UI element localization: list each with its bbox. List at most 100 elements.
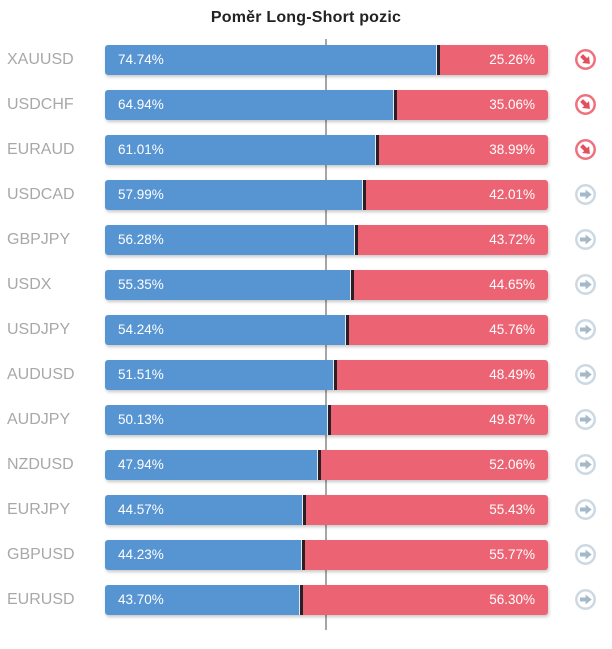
trend-arrow-icon[interactable] xyxy=(574,318,597,341)
long-short-bar[interactable]: 64.94% 35.06% xyxy=(105,89,548,120)
long-percent-label: 55.35% xyxy=(118,277,164,292)
long-percent-label: 61.01% xyxy=(118,142,164,157)
symbol-label: USDX xyxy=(7,275,52,293)
short-percent-label: 25.26% xyxy=(489,52,535,67)
table-row: AUDJPY 50.13% 49.87% xyxy=(0,397,612,442)
trend-arrow-icon[interactable] xyxy=(574,408,597,431)
segment-divider xyxy=(345,314,350,345)
table-row: AUDUSD 51.51% 48.49% xyxy=(0,352,612,397)
short-percent-label: 55.43% xyxy=(489,502,535,517)
trend-arrow-icon[interactable] xyxy=(574,48,597,71)
long-percent-label: 47.94% xyxy=(118,457,164,472)
trend-arrow-icon[interactable] xyxy=(574,363,597,386)
table-row: USDCHF 64.94% 35.06% xyxy=(0,82,612,127)
short-percent-label: 52.06% xyxy=(489,457,535,472)
trend-arrow-icon[interactable] xyxy=(574,183,597,206)
long-short-bar[interactable]: 43.70% 56.30% xyxy=(105,584,548,615)
long-segment[interactable]: 44.23% xyxy=(105,539,301,570)
long-short-bar[interactable]: 51.51% 48.49% xyxy=(105,359,548,390)
short-segment[interactable]: 56.30% xyxy=(302,584,548,615)
symbol-label: USDJPY xyxy=(7,320,71,338)
table-row: NZDUSD 47.94% 52.06% xyxy=(0,442,612,487)
long-short-ratio-widget: Poměr Long-Short pozic XAUUSD 74.74% 25.… xyxy=(0,9,612,649)
long-percent-label: 64.94% xyxy=(118,97,164,112)
long-segment[interactable]: 50.13% xyxy=(105,404,328,435)
long-short-bar[interactable]: 61.01% 38.99% xyxy=(105,134,548,165)
long-short-bar[interactable]: 54.24% 45.76% xyxy=(105,314,548,345)
long-percent-label: 74.74% xyxy=(118,52,164,67)
short-segment[interactable]: 44.65% xyxy=(354,269,548,300)
long-short-bar[interactable]: 56.28% 43.72% xyxy=(105,224,548,255)
segment-divider xyxy=(436,44,441,75)
trend-arrow-icon[interactable] xyxy=(574,273,597,296)
symbol-label: EURUSD xyxy=(7,590,75,608)
long-segment[interactable]: 47.94% xyxy=(105,449,318,480)
long-short-bar[interactable]: 55.35% 44.65% xyxy=(105,269,548,300)
long-segment[interactable]: 64.94% xyxy=(105,89,393,120)
long-segment[interactable]: 54.24% xyxy=(105,314,346,345)
chart-title: Poměr Long-Short pozic xyxy=(210,9,402,26)
short-segment[interactable]: 52.06% xyxy=(321,449,548,480)
trend-arrow-icon[interactable] xyxy=(574,453,597,476)
symbol-label: XAUUSD xyxy=(7,50,74,68)
symbol-label: USDCHF xyxy=(7,95,74,113)
table-row: USDJPY 54.24% 45.76% xyxy=(0,307,612,352)
short-percent-label: 42.01% xyxy=(489,187,535,202)
trend-arrow-icon[interactable] xyxy=(574,543,597,566)
long-segment[interactable]: 43.70% xyxy=(105,584,299,615)
long-percent-label: 56.28% xyxy=(118,232,164,247)
short-percent-label: 43.72% xyxy=(489,232,535,247)
short-segment[interactable]: 55.77% xyxy=(304,539,548,570)
long-short-bar[interactable]: 50.13% 49.87% xyxy=(105,404,548,435)
short-percent-label: 35.06% xyxy=(489,97,535,112)
long-short-bar[interactable]: 44.23% 55.77% xyxy=(105,539,548,570)
long-short-bar[interactable]: 44.57% 55.43% xyxy=(105,494,548,525)
ratio-rows: XAUUSD 74.74% 25.26% USDCHF 64.94% 35 xyxy=(0,37,612,622)
segment-divider xyxy=(327,404,332,435)
trend-arrow-icon[interactable] xyxy=(574,138,597,161)
long-percent-label: 57.99% xyxy=(118,187,164,202)
short-segment[interactable]: 49.87% xyxy=(331,404,548,435)
symbol-label: AUDUSD xyxy=(7,365,75,383)
trend-arrow-icon[interactable] xyxy=(574,228,597,251)
symbol-label: AUDJPY xyxy=(7,410,71,428)
symbol-label: EURJPY xyxy=(7,500,71,518)
long-segment[interactable]: 74.74% xyxy=(105,44,437,75)
table-row: GBPJPY 56.28% 43.72% xyxy=(0,217,612,262)
long-segment[interactable]: 56.28% xyxy=(105,224,355,255)
trend-arrow-icon[interactable] xyxy=(574,498,597,521)
short-percent-label: 56.30% xyxy=(489,592,535,607)
short-percent-label: 55.77% xyxy=(489,547,535,562)
long-percent-label: 44.23% xyxy=(118,547,164,562)
trend-arrow-icon[interactable] xyxy=(574,93,597,116)
long-segment[interactable]: 61.01% xyxy=(105,134,376,165)
short-segment[interactable]: 55.43% xyxy=(306,494,548,525)
table-row: XAUUSD 74.74% 25.26% xyxy=(0,37,612,82)
long-short-bar[interactable]: 57.99% 42.01% xyxy=(105,179,548,210)
table-row: EURUSD 43.70% 56.30% xyxy=(0,577,612,622)
short-segment[interactable]: 42.01% xyxy=(365,179,548,210)
long-short-bar[interactable]: 47.94% 52.06% xyxy=(105,449,548,480)
short-segment[interactable]: 48.49% xyxy=(337,359,548,390)
symbol-label: USDCAD xyxy=(7,185,75,203)
long-short-bar[interactable]: 74.74% 25.26% xyxy=(105,44,548,75)
long-segment[interactable]: 44.57% xyxy=(105,494,303,525)
short-segment[interactable]: 25.26% xyxy=(440,44,548,75)
short-percent-label: 49.87% xyxy=(489,412,535,427)
short-percent-label: 44.65% xyxy=(489,277,535,292)
table-row: GBPUSD 44.23% 55.77% xyxy=(0,532,612,577)
table-row: USDX 55.35% 44.65% xyxy=(0,262,612,307)
long-segment[interactable]: 55.35% xyxy=(105,269,351,300)
short-segment[interactable]: 38.99% xyxy=(379,134,548,165)
table-row: USDCAD 57.99% 42.01% xyxy=(0,172,612,217)
short-segment[interactable]: 45.76% xyxy=(349,314,548,345)
long-percent-label: 44.57% xyxy=(118,502,164,517)
segment-divider xyxy=(392,89,397,120)
long-segment[interactable]: 57.99% xyxy=(105,179,362,210)
segment-divider xyxy=(361,179,366,210)
segment-divider xyxy=(350,269,355,300)
short-segment[interactable]: 43.72% xyxy=(358,224,548,255)
short-segment[interactable]: 35.06% xyxy=(396,89,548,120)
long-segment[interactable]: 51.51% xyxy=(105,359,334,390)
trend-arrow-icon[interactable] xyxy=(574,588,597,611)
